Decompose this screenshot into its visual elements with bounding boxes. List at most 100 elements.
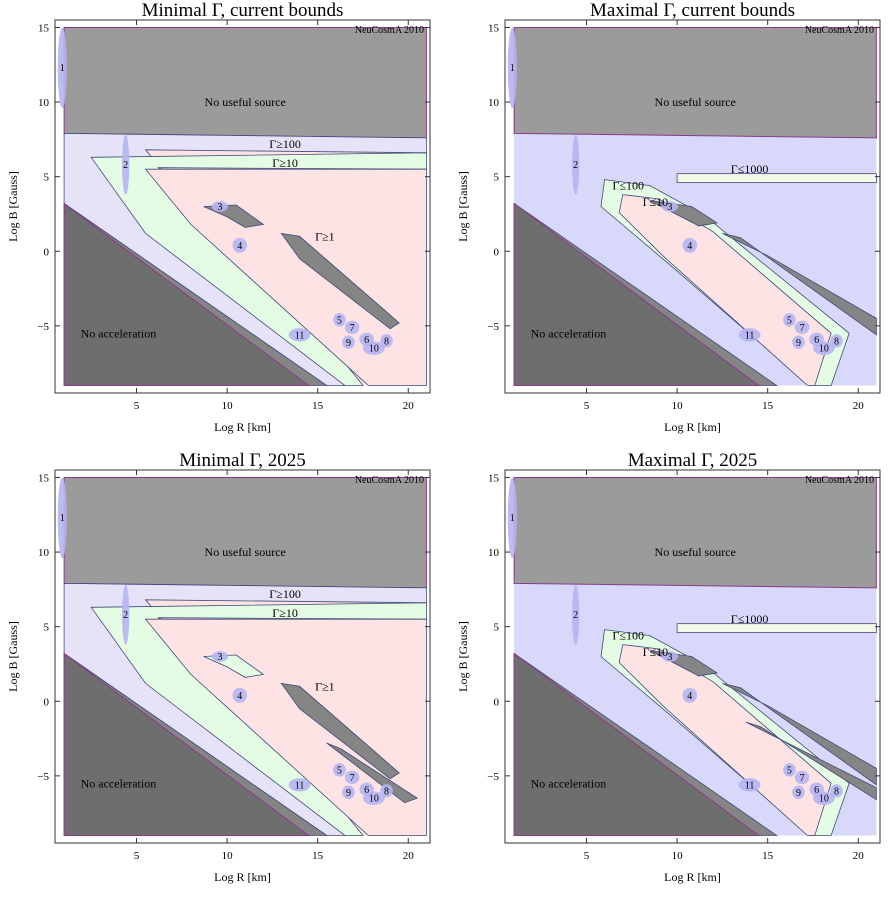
gamma-1000-bar (676, 173, 877, 184)
source-ellipse (288, 328, 311, 342)
source-ellipse (738, 778, 761, 792)
no-useful-source-region (63, 477, 427, 589)
plot-frame (54, 19, 431, 394)
source-ellipse (661, 201, 679, 212)
region-label: Γ≤100 (612, 179, 644, 193)
panel-title: Maximal Γ, current bounds (590, 0, 795, 21)
source-ellipse (783, 313, 796, 327)
region-label: No acceleration (81, 326, 157, 340)
y-tick-label: 10 (488, 97, 500, 109)
watermark: NeuCosmA 2010 (805, 475, 874, 486)
x-tick-label: 5 (584, 400, 590, 412)
no-useful-source-region (63, 27, 427, 139)
y-tick-label: 0 (44, 246, 50, 258)
y-tick-label: −5 (487, 771, 499, 783)
panel-title: Maximal Γ, 2025 (628, 450, 758, 471)
source-label: 4 (237, 241, 242, 252)
source-label: 3 (667, 202, 672, 213)
source-ellipse (830, 784, 843, 798)
source-label: 11 (295, 780, 305, 791)
x-axis-label: Log R [km] (664, 870, 721, 884)
source-ellipse (232, 687, 248, 703)
source-ellipse (333, 313, 346, 327)
plot-area: 1 2 3 4 5 67 8 9 10 11 No useful source No accelera… (57, 25, 427, 386)
x-tick-label: 5 (134, 850, 140, 862)
source-ellipse (344, 320, 360, 335)
panel-2: 1 2 3 4 5 67 8 9 10 11 No useful source No accelera… (456, 0, 881, 434)
source-ellipse (792, 785, 805, 799)
region-label: Γ≤100 (612, 629, 644, 643)
y-tick-label: 10 (38, 97, 50, 109)
x-tick-label: 15 (312, 400, 324, 412)
source-label: 10 (369, 344, 379, 355)
source-label: 6 (364, 335, 369, 346)
panel-4: 1 2 3 4 5 67 8 9 10 11 No useful source No accelera… (456, 450, 881, 884)
x-axis-label: Log R [km] (214, 870, 271, 884)
source-label: 9 (346, 788, 351, 799)
no-acceleration-region (513, 652, 761, 836)
source-label: 10 (819, 794, 829, 805)
y-axis-label: Log B [Gauss] (6, 621, 20, 692)
source-label: 10 (819, 344, 829, 355)
gamma-1000-bar (676, 623, 877, 634)
source-ellipse (342, 335, 355, 349)
source-ellipse (507, 477, 517, 559)
region-label: No acceleration (531, 776, 607, 790)
region-label: Γ≥10 (272, 606, 298, 620)
region-label: Γ≥1 (315, 229, 335, 243)
source-label: 7 (800, 323, 805, 334)
source-label: 7 (800, 773, 805, 784)
source-label: 2 (573, 160, 578, 171)
region-label: Γ≥100 (269, 137, 301, 151)
x-tick-label: 20 (853, 850, 865, 862)
x-tick-label: 20 (403, 400, 415, 412)
x-axis-label: Log R [km] (214, 420, 271, 434)
source-label: 9 (796, 338, 801, 349)
y-tick-label: 15 (488, 472, 500, 484)
x-tick-label: 20 (853, 400, 865, 412)
source-ellipse (682, 687, 698, 703)
source-ellipse (812, 341, 835, 355)
plot-area: 1 2 3 4 5 67 8 9 10 11 No useful source No accelera… (507, 25, 877, 386)
region-label: No useful source (205, 545, 286, 559)
y-tick-label: 10 (38, 547, 50, 559)
source-label: 4 (237, 691, 242, 702)
no-acceleration-region (63, 202, 311, 386)
source-label: 1 (510, 63, 515, 74)
region-label: Γ≤1000 (731, 612, 769, 626)
y-tick-label: −5 (37, 771, 49, 783)
panel-3: 1 2 3 4 5 67 8 9 10 11 No useful source No accelera… (6, 450, 431, 884)
source-ellipse (380, 334, 393, 348)
panel-1: 1 2 3 4 5 67 8 9 10 11 No useful source No accelera… (6, 0, 431, 434)
region-label: Γ≤10 (643, 645, 669, 659)
source-ellipse (572, 584, 580, 645)
x-tick-label: 20 (403, 850, 415, 862)
source-label: 8 (834, 786, 839, 797)
source-ellipse (682, 237, 698, 253)
source-label: 5 (337, 765, 342, 776)
source-ellipse (794, 320, 810, 335)
x-tick-label: 5 (134, 400, 140, 412)
source-label: 9 (346, 338, 351, 349)
panel-title: Minimal Γ, current bounds (142, 0, 344, 21)
source-ellipse (344, 770, 360, 785)
source-ellipse (122, 134, 130, 195)
source-label: 6 (814, 785, 819, 796)
y-tick-label: 5 (44, 172, 50, 184)
y-tick-label: 5 (494, 172, 500, 184)
source-label: 8 (384, 336, 389, 347)
source-ellipse (812, 791, 835, 805)
x-tick-label: 10 (222, 400, 234, 412)
region-label: Γ≥100 (269, 587, 301, 601)
watermark: NeuCosmA 2010 (355, 475, 424, 486)
y-tick-label: 10 (488, 547, 500, 559)
region-label: Γ≥10 (272, 156, 298, 170)
region-label: No useful source (205, 95, 286, 109)
x-tick-label: 10 (672, 850, 684, 862)
region-label: Γ≤1000 (731, 162, 769, 176)
source-ellipse (288, 778, 311, 792)
source-ellipse (232, 237, 248, 253)
source-label: 5 (787, 315, 792, 326)
source-ellipse (794, 770, 810, 785)
